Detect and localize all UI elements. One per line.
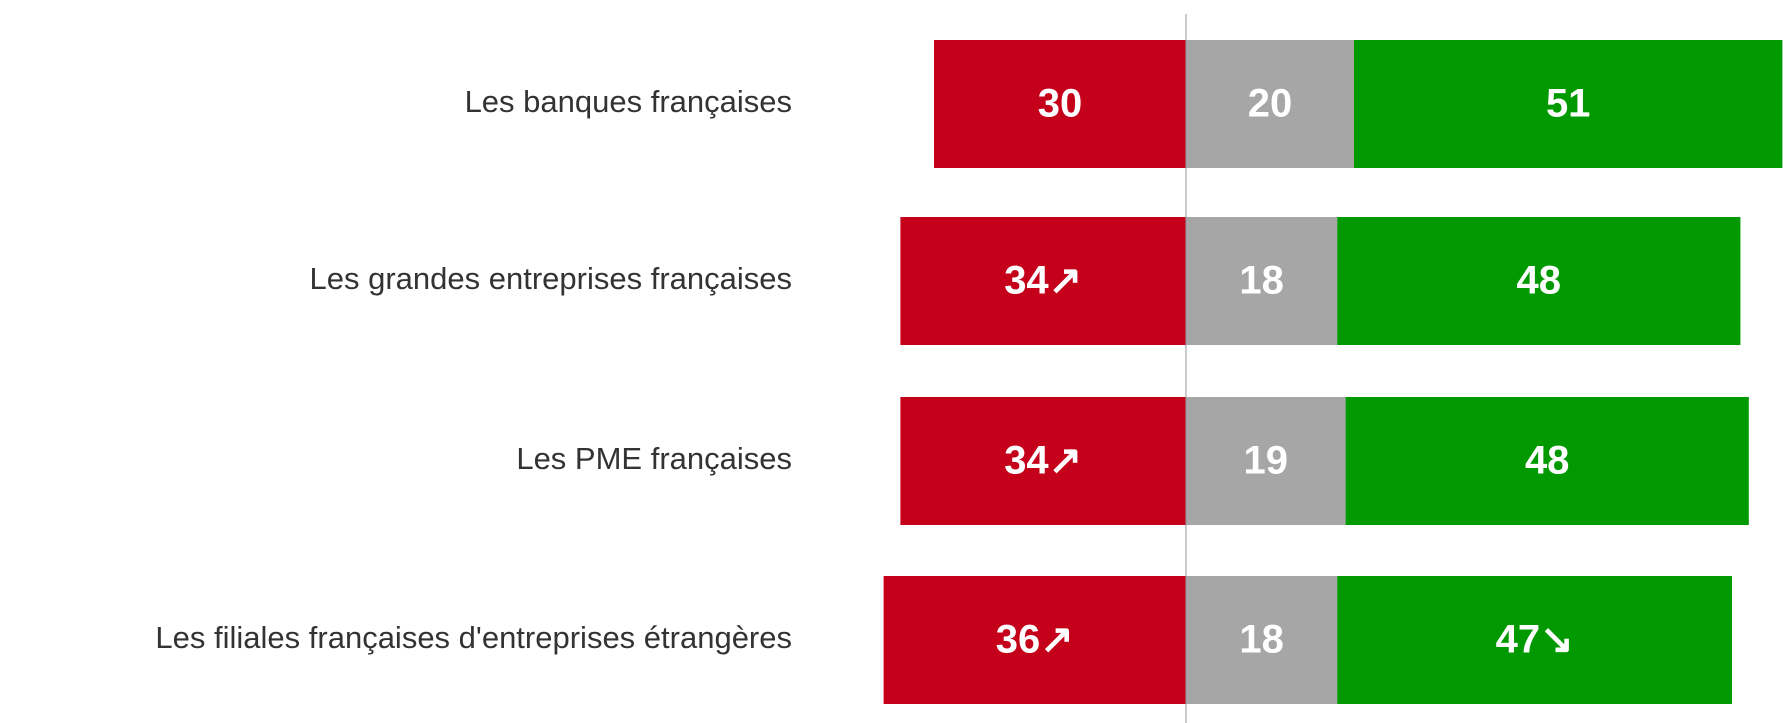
- category-label: Les grandes entreprises françaises: [310, 261, 792, 296]
- value-label: 48: [1525, 439, 1570, 483]
- value-label: 18: [1239, 618, 1284, 662]
- value-label: 19: [1244, 439, 1289, 483]
- bar-segment: [934, 40, 1186, 168]
- bar-segment: [1337, 217, 1741, 345]
- value-label: 34↗: [1004, 439, 1082, 483]
- bar-segment: [1186, 397, 1346, 525]
- value-label: 30: [1038, 82, 1083, 126]
- value-label: 48: [1517, 259, 1562, 303]
- value-label: 51: [1546, 82, 1591, 126]
- category-label: Les filiales françaises d'entreprises ét…: [155, 620, 792, 655]
- bar-segment: [1186, 576, 1338, 704]
- category-label: Les PME françaises: [516, 441, 792, 476]
- bar-segment: [1337, 576, 1732, 704]
- value-label: 36↗: [996, 618, 1074, 662]
- bar-segment: [1345, 397, 1749, 525]
- value-label: 20: [1248, 82, 1293, 126]
- category-label: Les banques françaises: [465, 84, 792, 119]
- bar-segment: [1186, 40, 1354, 168]
- bar-segment: [900, 397, 1186, 525]
- value-label: 34↗: [1004, 259, 1082, 303]
- bar-segment: [1186, 217, 1338, 345]
- bar-segment: [900, 217, 1186, 345]
- value-label: 18: [1239, 259, 1284, 303]
- bar-segment: [883, 576, 1186, 704]
- value-label: 47↘: [1496, 618, 1574, 662]
- bar-segment: [1354, 40, 1783, 168]
